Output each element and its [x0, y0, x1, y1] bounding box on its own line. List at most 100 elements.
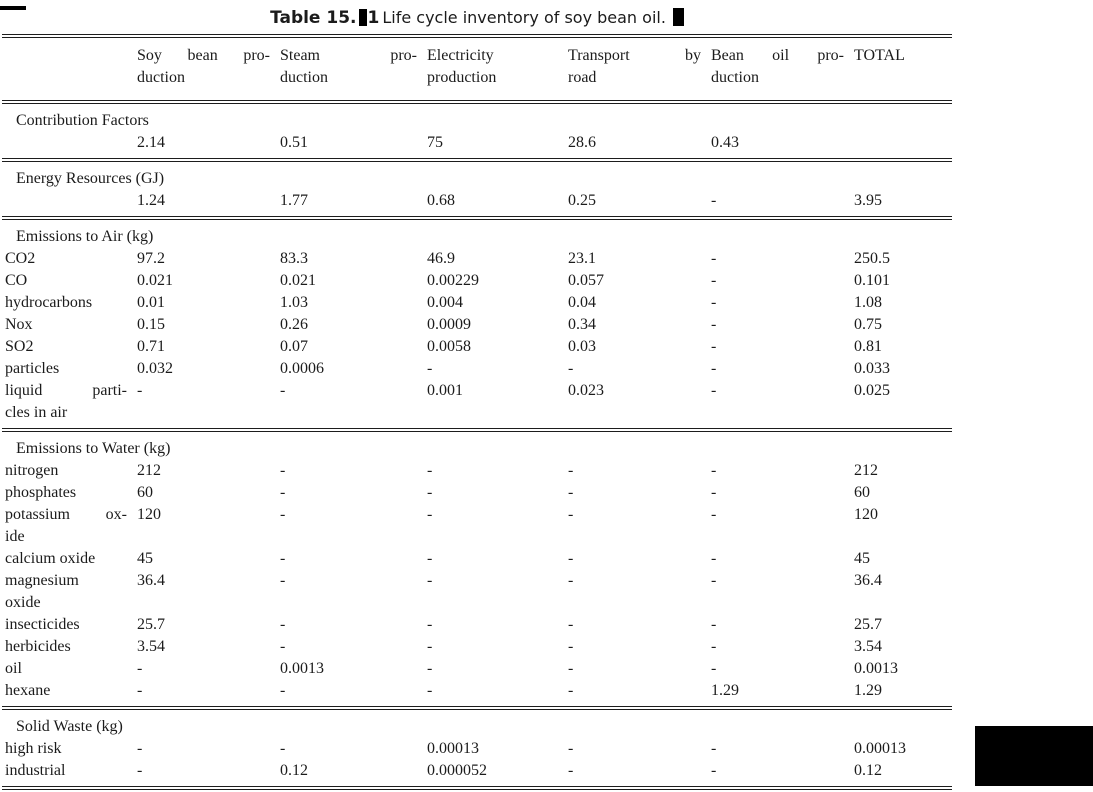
caption-number: 1 [367, 8, 380, 28]
section-header: Contribution Factors [16, 112, 149, 129]
value-cell: 1.29 [854, 682, 882, 699]
table-rule [2, 216, 952, 220]
value-cell: - [427, 484, 433, 501]
value-cell: 0.75 [854, 316, 882, 333]
value-cell: - [427, 660, 433, 677]
table-rule [2, 786, 952, 790]
value-cell: - [568, 360, 574, 377]
value-cell: - [568, 740, 574, 757]
value-cell: 28.6 [568, 134, 596, 151]
value-cell: - [711, 660, 717, 677]
table-row: Nox 0.15 0.26 0.0009 0.34 - 0.75 [2, 314, 952, 336]
value-cell: - [711, 572, 717, 589]
value-cell: - [711, 250, 717, 267]
value-cell: 0.001 [427, 382, 463, 399]
value-cell: 0.00229 [427, 272, 479, 289]
value-cell: 0.025 [854, 382, 890, 399]
value-cell: - [568, 660, 574, 677]
scan-artifact-mark [0, 6, 26, 10]
value-cell: - [711, 294, 717, 311]
value-cell: 60 [137, 484, 153, 501]
value-cell: 1.24 [137, 192, 165, 209]
value-cell: - [568, 484, 574, 501]
wrapped-line: Bean oil pro- [711, 47, 844, 64]
column-header: Bean oil pro-duction [711, 47, 844, 86]
value-cell: - [711, 506, 717, 523]
value-cell: 0.0058 [427, 338, 471, 355]
value-cell: 0.023 [568, 382, 604, 399]
value-cell: - [427, 616, 433, 633]
value-cell: - [137, 682, 143, 699]
wrapped-line: Steam pro- [280, 47, 417, 64]
value-cell: - [280, 616, 286, 633]
value-cell: 0.021 [137, 272, 173, 289]
value-cell: 212 [854, 462, 878, 479]
section-header: Emissions to Air (kg) [16, 228, 154, 245]
table-row: nitrogen 212 - - - - 212 [2, 460, 952, 482]
row-label: particles [5, 360, 60, 377]
table-row: hydrocarbons 0.01 1.03 0.004 0.04 - 1.08 [2, 292, 952, 314]
value-cell: - [711, 550, 717, 567]
value-cell: 45 [854, 550, 870, 567]
value-cell: - [427, 572, 433, 589]
value-cell: 0.07 [280, 338, 308, 355]
value-cell: - [711, 360, 717, 377]
caption-label: Table 15. [270, 8, 357, 28]
table-row: industrial - 0.12 0.000052 - - 0.12 [2, 760, 952, 782]
value-cell: 0.15 [137, 316, 165, 333]
row-label: insecticides [5, 616, 80, 633]
row-label: Nox [5, 316, 33, 333]
value-cell: 120 [854, 506, 878, 523]
row-label: liquid parti-cles in air [5, 382, 127, 421]
row-label: herbicides [5, 638, 71, 655]
value-cell: 45 [137, 550, 153, 567]
table-rule [2, 34, 952, 38]
value-cell: 0.12 [854, 762, 882, 779]
value-cell: - [568, 682, 574, 699]
value-cell: 0.43 [711, 134, 739, 151]
redaction-box [975, 726, 1093, 786]
value-cell: - [137, 762, 143, 779]
value-cell: - [280, 550, 286, 567]
wrapped-line: Transport by [568, 47, 701, 64]
table-row: oil - 0.0013 - - - 0.0013 [2, 658, 952, 680]
cursor-mark-icon [358, 9, 367, 26]
value-cell: 0.000052 [427, 762, 487, 779]
value-cell: 0.032 [137, 360, 173, 377]
value-cell: 36.4 [137, 572, 165, 589]
row-label: CO [5, 272, 28, 289]
value-cell: 0.0013 [854, 660, 898, 677]
value-cell: 3.54 [854, 638, 882, 655]
value-cell: 0.021 [280, 272, 316, 289]
value-cell: - [711, 192, 717, 209]
value-cell: - [280, 572, 286, 589]
value-cell: - [137, 660, 143, 677]
value-cell: - [280, 484, 286, 501]
table-rule [2, 158, 952, 162]
table-row: liquid parti-cles in air - -0.001 0.023-0.0… [2, 380, 952, 424]
column-header: Transport by road [568, 47, 701, 86]
value-cell: - [427, 506, 433, 523]
value-cell: - [711, 382, 717, 399]
value-cell: - [711, 484, 717, 501]
row-label: magnesium oxide [2, 570, 137, 614]
value-cell: 1.29 [711, 682, 739, 699]
value-cell: - [711, 762, 717, 779]
table-row: calcium oxide 45 - - - - 45 [2, 548, 952, 570]
value-cell: - [711, 638, 717, 655]
value-cell: 0.0013 [280, 660, 324, 677]
wrapped-line: Soy bean pro- [137, 47, 270, 64]
value-cell: - [280, 638, 286, 655]
value-cell: 1.08 [854, 294, 882, 311]
wrapped-line: liquid parti- [5, 382, 127, 399]
value-cell: 97.2 [137, 250, 165, 267]
value-cell: - [427, 550, 433, 567]
value-cell: 0.057 [568, 272, 604, 289]
row-label: potassium ox-ide [5, 506, 127, 545]
value-cell: 0.25 [568, 192, 596, 209]
value-cell: - [568, 638, 574, 655]
value-cell: - [711, 316, 717, 333]
value-cell: 212 [137, 462, 161, 479]
column-header: Electricity production [427, 45, 568, 89]
section-header: Solid Waste (kg) [16, 718, 123, 735]
